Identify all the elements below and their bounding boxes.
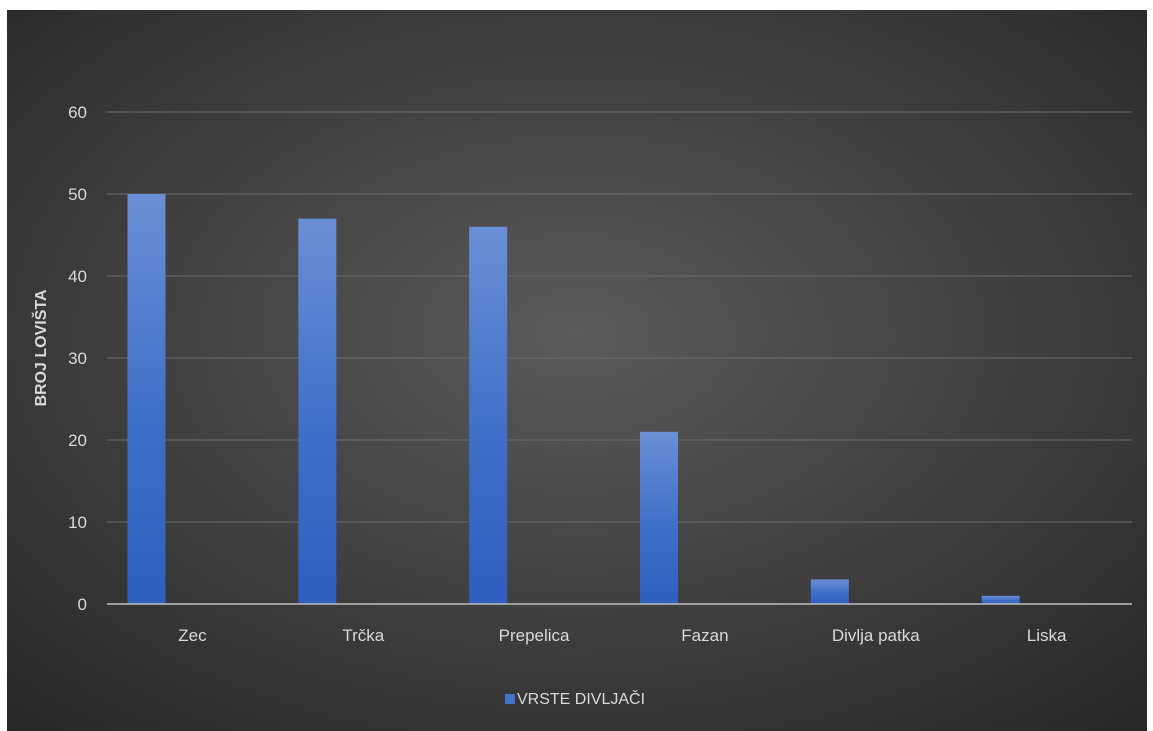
bar-zec bbox=[127, 194, 166, 604]
gridlines bbox=[107, 111, 1132, 523]
legend-label: VRSTE DIVLJAČI bbox=[517, 689, 645, 708]
bars bbox=[127, 194, 1020, 605]
bar-trčka bbox=[298, 218, 337, 604]
chart-frame: 0 10 20 30 40 50 60 Zec Trčka Prepelica Fazan Divl… bbox=[7, 10, 1147, 731]
y-tick-label: 30 bbox=[68, 349, 87, 368]
y-tick-label: 10 bbox=[68, 513, 87, 532]
y-tick-label: 0 bbox=[78, 595, 87, 614]
x-tick-label: Zec bbox=[178, 626, 207, 645]
bar-divlja-patka bbox=[810, 579, 849, 604]
x-tick-label: Prepelica bbox=[499, 626, 570, 645]
bar-prepelica bbox=[469, 226, 508, 605]
legend: VRSTE DIVLJAČI bbox=[505, 689, 645, 708]
x-tick-labels: Zec Trčka Prepelica Fazan Divlja patka Liska bbox=[178, 626, 1067, 645]
bar-chart: 0 10 20 30 40 50 60 Zec Trčka Prepelica Fazan Divl… bbox=[7, 10, 1147, 731]
y-tick-labels: 0 10 20 30 40 50 60 bbox=[68, 103, 87, 614]
legend-swatch bbox=[505, 694, 515, 704]
x-tick-label: Trčka bbox=[342, 626, 384, 645]
y-tick-label: 40 bbox=[68, 267, 87, 286]
chart-background bbox=[7, 10, 1147, 731]
bar-liska bbox=[981, 595, 1020, 604]
bar-fazan bbox=[640, 431, 678, 604]
x-tick-label: Liska bbox=[1027, 626, 1067, 645]
y-axis-title: BROJ LOVIŠTA bbox=[31, 289, 50, 406]
y-tick-label: 20 bbox=[68, 431, 87, 450]
y-tick-label: 50 bbox=[68, 185, 87, 204]
y-tick-label: 60 bbox=[68, 103, 87, 122]
x-tick-label: Divlja patka bbox=[832, 626, 920, 645]
x-tick-label: Fazan bbox=[681, 626, 728, 645]
